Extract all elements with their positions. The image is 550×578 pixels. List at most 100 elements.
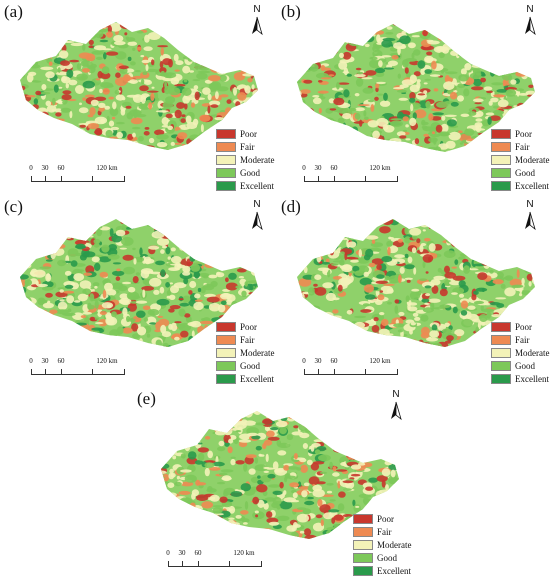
scale-tick-label: 120 km <box>233 549 254 557</box>
legend-label: Fair <box>240 142 255 152</box>
legend-swatch <box>491 168 511 178</box>
scale-tick-label: 60 <box>195 549 202 557</box>
legend-swatch <box>216 142 236 152</box>
legend-label: Fair <box>515 142 530 152</box>
scale-tick-label: 120 km <box>96 164 117 172</box>
north-arrow-icon: N <box>248 6 266 36</box>
legend-label: Moderate <box>515 155 549 165</box>
legend-item: Excellent <box>491 373 550 385</box>
legend-item: Poor <box>491 128 550 140</box>
legend-label: Excellent <box>240 374 274 384</box>
legend-item: Poor <box>353 513 423 525</box>
scale-mark <box>198 561 199 567</box>
scale-tick-label: 0 <box>302 164 306 172</box>
legend-swatch <box>216 361 236 371</box>
legend-label: Moderate <box>240 155 274 165</box>
scale-tick-label: 30 <box>315 357 322 365</box>
legend-item: Good <box>491 360 550 372</box>
legend-label: Poor <box>240 322 257 332</box>
legend-swatch <box>491 129 511 139</box>
legend-swatch <box>491 322 511 332</box>
legend-label: Poor <box>515 322 532 332</box>
north-arrow-icon: N <box>521 201 539 231</box>
legend-label: Good <box>240 361 260 371</box>
legend-swatch <box>353 527 373 537</box>
scale-mark <box>31 176 32 182</box>
legend-label: Moderate <box>377 540 411 550</box>
scale-mark <box>318 176 319 182</box>
scale-bar: 0 30 60 120 km <box>165 549 275 573</box>
legend: Poor Fair Moderate Good Excellent <box>353 513 423 578</box>
legend-label: Good <box>240 168 260 178</box>
legend-label: Good <box>515 361 535 371</box>
legend-swatch <box>353 566 373 576</box>
scale-tick-label: 60 <box>331 357 338 365</box>
scale-tick-label: 30 <box>42 164 49 172</box>
legend-item: Fair <box>491 141 550 153</box>
legend-item: Poor <box>491 321 550 333</box>
legend-swatch <box>491 142 511 152</box>
legend-swatch <box>216 335 236 345</box>
legend-label: Fair <box>515 335 530 345</box>
scale-mark <box>124 176 125 182</box>
scale-mark <box>334 369 335 375</box>
scale-mark <box>168 561 169 567</box>
legend-swatch <box>216 155 236 165</box>
legend-swatch <box>353 540 373 550</box>
legend-item: Moderate <box>491 347 550 359</box>
scale-mark <box>61 176 62 182</box>
scale-mark <box>229 561 230 567</box>
scale-tick-label: 60 <box>58 164 65 172</box>
legend-swatch <box>216 129 236 139</box>
legend-swatch <box>491 335 511 345</box>
legend-item: Moderate <box>353 539 423 551</box>
legend-swatch <box>491 348 511 358</box>
legend-swatch <box>353 553 373 563</box>
scale-mark <box>397 176 398 182</box>
scale-tick-label: 120 km <box>369 357 390 365</box>
legend: Poor Fair Moderate Good Excellent <box>491 128 550 193</box>
scale-bar: 0 30 60 120 km <box>301 357 411 381</box>
legend-swatch <box>216 374 236 384</box>
legend-label: Moderate <box>515 348 549 358</box>
scale-tick-label: 0 <box>166 549 170 557</box>
legend-label: Good <box>377 553 397 563</box>
scale-mark <box>304 176 305 182</box>
legend-label: Fair <box>240 335 255 345</box>
legend-label: Fair <box>377 527 392 537</box>
legend-label: Excellent <box>240 181 274 191</box>
scale-mark <box>304 369 305 375</box>
legend-swatch <box>216 181 236 191</box>
legend-item: Excellent <box>491 180 550 192</box>
legend-swatch <box>491 155 511 165</box>
scale-tick-label: 120 km <box>369 164 390 172</box>
legend-item: Good <box>491 167 550 179</box>
scale-tick-label: 30 <box>179 549 186 557</box>
scale-mark <box>45 369 46 375</box>
legend-label: Good <box>515 168 535 178</box>
scale-mark <box>182 561 183 567</box>
scale-mark <box>61 369 62 375</box>
legend-swatch <box>491 361 511 371</box>
legend-label: Poor <box>377 514 394 524</box>
legend-label: Excellent <box>515 181 549 191</box>
scale-mark <box>365 369 366 375</box>
scale-tick-label: 0 <box>302 357 306 365</box>
legend-label: Poor <box>240 129 257 139</box>
legend-swatch <box>216 168 236 178</box>
legend-swatch <box>491 374 511 384</box>
scale-mark <box>334 176 335 182</box>
scale-mark <box>365 176 366 182</box>
scale-mark <box>31 369 32 375</box>
legend-label: Excellent <box>515 374 549 384</box>
legend-label: Excellent <box>377 566 411 576</box>
legend-item: Moderate <box>491 154 550 166</box>
scale-mark <box>92 369 93 375</box>
legend-label: Moderate <box>240 348 274 358</box>
